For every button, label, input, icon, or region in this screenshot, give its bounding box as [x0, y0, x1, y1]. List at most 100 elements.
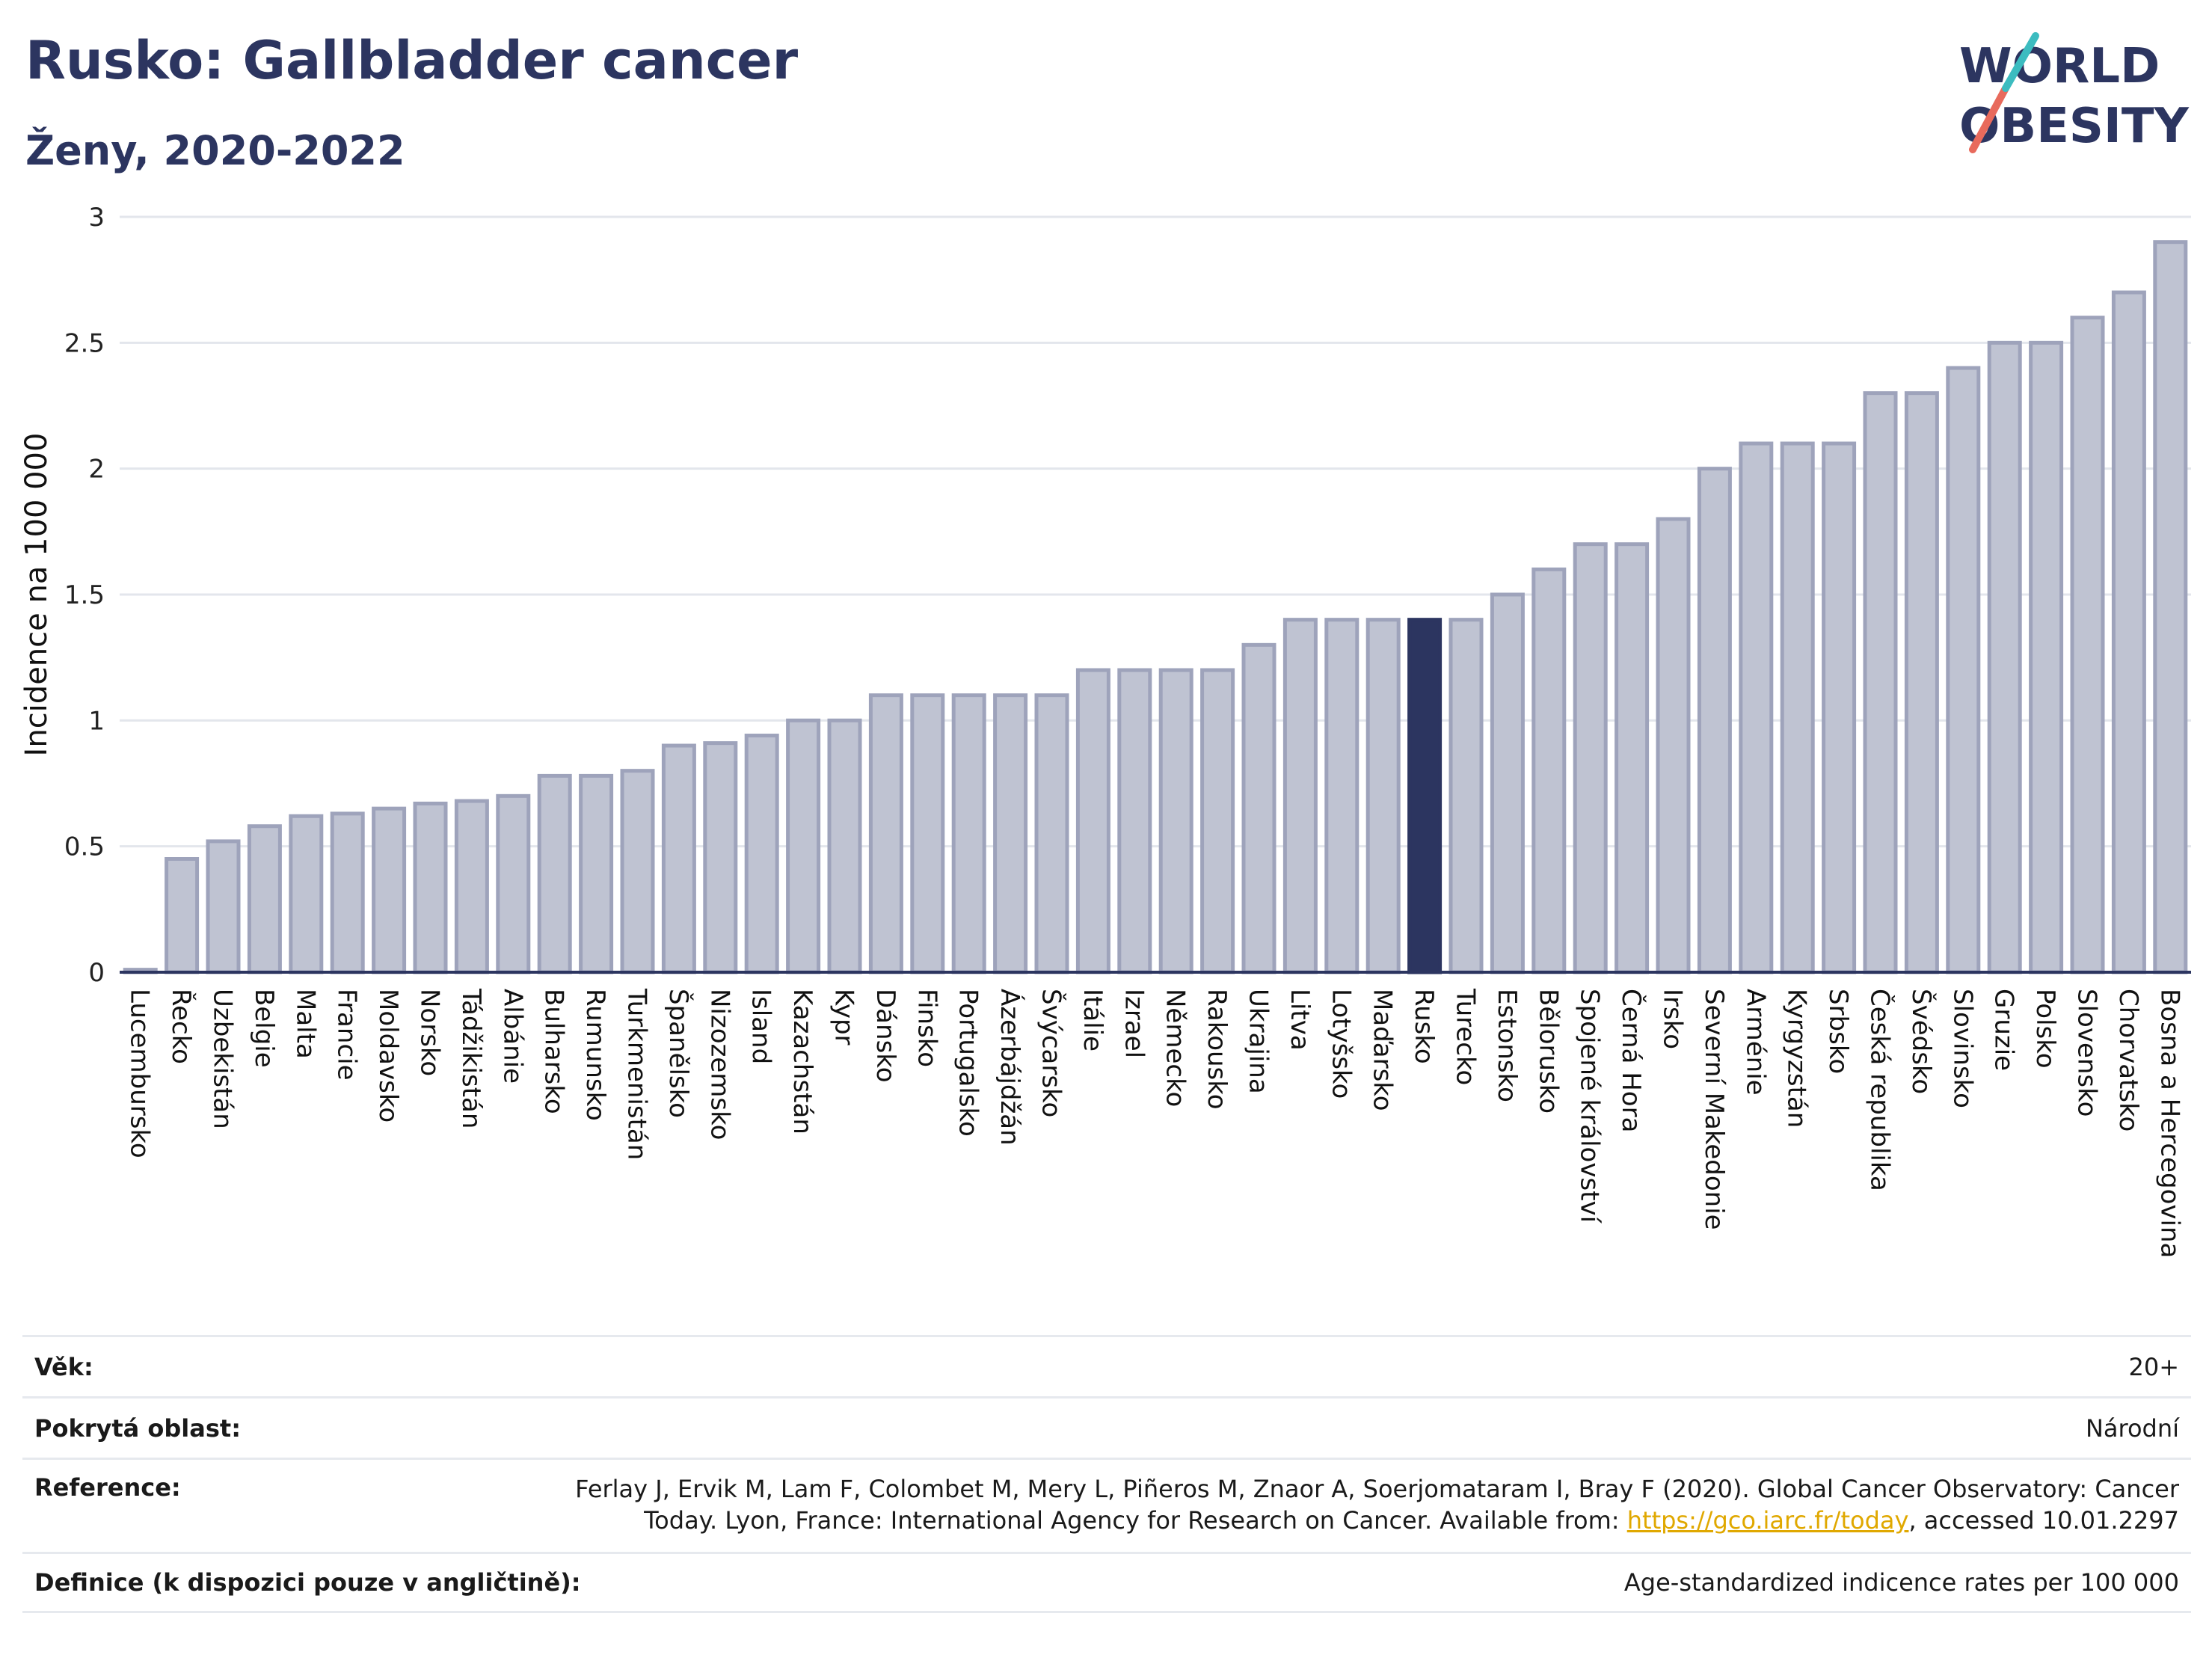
- bar-estonsko: [1490, 592, 1525, 974]
- bar-tádžikistán: [454, 799, 489, 974]
- reference-link[interactable]: https://gco.iarc.fr/today: [1626, 1506, 1909, 1535]
- bar-bělorusko: [1531, 567, 1567, 974]
- bar-ázerbájdžán: [993, 693, 1028, 974]
- x-tick-label: Island: [746, 989, 776, 1064]
- x-tick-label: Itálie: [1078, 989, 1107, 1051]
- x-tick-label: Estonsko: [1492, 989, 1522, 1102]
- bar-rakousko: [1200, 668, 1235, 974]
- x-tick-label: Lucembursko: [125, 989, 155, 1158]
- x-tick-label: Belgie: [249, 989, 279, 1068]
- bar-slovinsko: [1946, 366, 1981, 974]
- x-tick-label: Kypr: [829, 989, 859, 1045]
- y-tick-label: 1.5: [64, 580, 105, 610]
- x-tick-label: Finsko: [912, 989, 941, 1067]
- x-tick-label: Ukrajina: [1244, 989, 1274, 1094]
- area-value: Národní: [2085, 1413, 2179, 1443]
- bar-belgie: [247, 824, 282, 974]
- age-value: 20+: [2128, 1352, 2179, 1381]
- x-tick-label: Albánie: [497, 989, 527, 1084]
- bar-maďarsko: [1365, 618, 1401, 974]
- y-tick-label: 0: [88, 958, 105, 988]
- x-tick-label: Maďarsko: [1368, 989, 1398, 1111]
- x-tick-label: Černá Hora: [1616, 989, 1647, 1132]
- definition-value: Age-standardized indicence rates per 100…: [1623, 1568, 2179, 1597]
- x-tick-label: Malta: [290, 989, 320, 1059]
- x-tick-label: Norsko: [415, 989, 445, 1076]
- x-tick-label: Rumunsko: [580, 989, 610, 1121]
- x-tick-label: Severní Makedonie: [1699, 989, 1729, 1230]
- x-tick-label: Turecko: [1451, 988, 1481, 1085]
- bar-kazachstán: [786, 718, 821, 974]
- x-tick-label: Gruzie: [1989, 989, 2019, 1071]
- bar-irsko: [1656, 517, 1691, 974]
- x-tick-label: Ázerbájdžán: [995, 989, 1025, 1146]
- reference-line-1: Ferlay J, Ervik M, Lam F, Colombet M, Me…: [575, 1475, 2179, 1503]
- info-table: Věk: 20+ Pokrytá oblast: Národní Referen…: [22, 1335, 2191, 1613]
- bar-řecko: [165, 857, 200, 974]
- x-tick-label: Kazachstán: [787, 989, 817, 1134]
- x-tick-label: Rusko: [1409, 989, 1439, 1064]
- area-label: Pokrytá oblast:: [34, 1413, 241, 1443]
- x-tick-label: Slovensko: [2072, 989, 2102, 1117]
- x-tick-label: Švýcarsko: [1036, 989, 1067, 1117]
- x-tick-label: Bulharsko: [539, 989, 569, 1114]
- bar-černá-hora: [1615, 542, 1650, 974]
- chart-subtitle: Ženy, 2020-2022: [25, 127, 405, 174]
- bar-island: [744, 734, 779, 974]
- reference-value: Ferlay J, Ervik M, Lam F, Colombet M, Me…: [575, 1473, 2179, 1536]
- x-tick-label: Spojené království: [1575, 989, 1605, 1224]
- bar-turkmenistán: [620, 769, 655, 974]
- bar-rusko: [1407, 618, 1443, 974]
- x-tick-label: Dánsko: [870, 989, 900, 1083]
- x-tick-label: Izrael: [1119, 989, 1149, 1058]
- bar-moldavsko: [372, 806, 407, 974]
- bar-dánsko: [868, 693, 903, 974]
- svg-text:WORLD: WORLD: [1959, 39, 2160, 94]
- age-label: Věk:: [34, 1352, 93, 1381]
- info-row-reference: Reference: Ferlay J, Ervik M, Lam F, Col…: [22, 1458, 2191, 1552]
- x-tick-label: Francie: [332, 989, 362, 1081]
- bar-švýcarsko: [1034, 693, 1069, 974]
- bar-arménie: [1739, 441, 1774, 974]
- x-tick-label: Chorvatsko: [2113, 989, 2143, 1132]
- y-tick-label: 2.5: [64, 328, 105, 358]
- bar-uzbekistán: [206, 839, 241, 974]
- bar-polsko: [2029, 340, 2064, 974]
- bar-rumunsko: [579, 773, 614, 974]
- x-tick-label: Nizozemsko: [704, 989, 734, 1140]
- bar-slovensko: [2070, 316, 2105, 974]
- bar-portugalsko: [951, 693, 986, 974]
- x-tick-label: Řecko: [166, 989, 197, 1064]
- bar-bulharsko: [537, 773, 572, 974]
- bar-turecko: [1448, 618, 1484, 974]
- x-tick-label: Portugalsko: [953, 989, 983, 1137]
- bar-česká-republika: [1863, 391, 1898, 974]
- bar-spojené-království: [1573, 542, 1608, 974]
- y-tick-label: 1: [88, 706, 105, 736]
- y-tick-label: 2: [88, 455, 105, 485]
- x-tick-label: Arménie: [1740, 989, 1770, 1096]
- x-tick-label: Litva: [1285, 989, 1315, 1051]
- reference-line-2-pre: Today. Lyon, France: International Agenc…: [644, 1506, 1627, 1535]
- x-tick-label: Slovinsko: [1947, 989, 1977, 1108]
- bar-litva: [1282, 618, 1318, 974]
- bar-izrael: [1117, 668, 1152, 974]
- bar-ukrajina: [1241, 642, 1276, 974]
- chart-title: Rusko: Gallbladder cancer: [25, 30, 799, 91]
- info-row-definition: Definice (k dispozici pouze v angličtině…: [22, 1552, 2191, 1613]
- bar-srbsko: [1822, 441, 1857, 974]
- x-tick-label: Česká republika: [1865, 989, 1896, 1191]
- x-tick-label: Rakousko: [1202, 989, 1232, 1110]
- reference-label: Reference:: [34, 1473, 181, 1502]
- reference-line-2-post: , accessed 10.01.2297: [1908, 1506, 2179, 1535]
- y-tick-label: 0.5: [64, 832, 105, 862]
- info-row-area: Pokrytá oblast: Národní: [22, 1396, 2191, 1458]
- x-tick-label: Turkmenistán: [622, 988, 652, 1160]
- y-tick-label: 3: [88, 203, 105, 233]
- bar-lotyšsko: [1324, 618, 1360, 974]
- bar-gruzie: [1987, 340, 2022, 974]
- x-tick-label: Irsko: [1658, 989, 1688, 1049]
- bar-malta: [289, 814, 324, 974]
- x-tick-label: Tádžikistán: [456, 988, 486, 1129]
- definition-label: Definice (k dispozici pouze v angličtině…: [34, 1568, 581, 1597]
